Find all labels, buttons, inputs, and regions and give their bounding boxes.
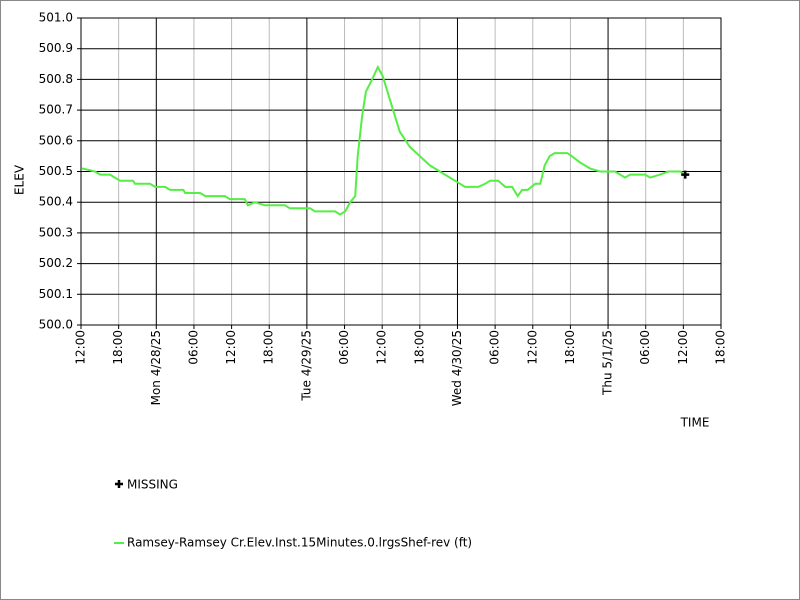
plot-border (80, 17, 722, 326)
x-tick-label: 12:00 (676, 330, 690, 365)
y-tick-label: 500.0 (39, 318, 73, 332)
y-tick-label: 500.3 (39, 225, 73, 239)
series-line (81, 64, 686, 216)
y-axis-label: ELEV (13, 164, 27, 195)
x-tick-label: 12:00 (74, 330, 88, 365)
x-tick-label: Tue 4/29/25 (299, 330, 313, 402)
x-tick-label: 12:00 (525, 330, 539, 365)
x-tick-label: Mon 4/28/25 (149, 330, 163, 405)
y-tick-label: 500.5 (39, 164, 73, 178)
y-tick-label: 500.4 (39, 195, 73, 209)
x-tick-label: 18:00 (262, 330, 276, 365)
y-tick-label: 500.8 (39, 72, 73, 86)
x-tick-label: 06:00 (186, 330, 200, 365)
x-tick-label: 12:00 (224, 330, 238, 365)
legend-label: MISSING (127, 478, 178, 492)
y-tick-label: 500.1 (39, 287, 73, 301)
x-tick-label: 18:00 (563, 330, 577, 365)
legend-marker (115, 480, 123, 488)
y-tick-label: 500.9 (39, 41, 73, 55)
x-tick-label: 06:00 (638, 330, 652, 365)
x-tick-label: 06:00 (488, 330, 502, 365)
y-tick-label: 500.2 (39, 256, 73, 270)
x-axis-label: TIME (680, 416, 710, 430)
x-tick-label: 12:00 (375, 330, 389, 365)
x-tick-label: Thu 5/1/25 (601, 330, 615, 396)
x-tick-label: 18:00 (111, 330, 125, 365)
y-tick-label: 501.0 (39, 11, 73, 25)
x-tick-label: 18:00 (412, 330, 426, 365)
x-tick-label: 06:00 (337, 330, 351, 365)
x-tick-label: 18:00 (714, 330, 728, 365)
x-tick-label: Wed 4/30/25 (450, 330, 464, 406)
y-tick-label: 500.7 (39, 103, 73, 117)
missing-marker (681, 170, 690, 179)
y-tick-label: 500.6 (39, 133, 73, 147)
legend-label: Ramsey-Ramsey Cr.Elev.Inst.15Minutes.0.l… (127, 536, 472, 550)
